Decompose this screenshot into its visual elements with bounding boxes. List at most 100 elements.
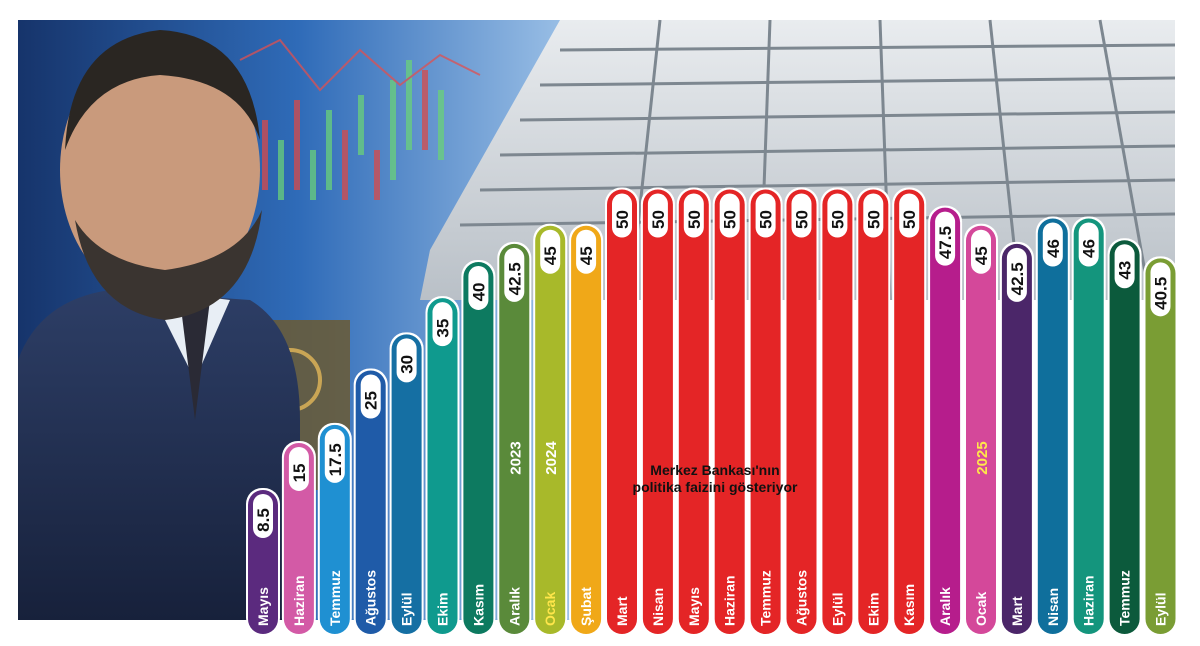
value-label: 46 [1044,239,1063,258]
bar-group: 50 Mayıs [676,187,711,635]
person-photo [18,30,300,620]
candlestick-decoration [239,38,481,200]
category-label: Ocak [973,592,989,626]
bar-group: 46 Haziran [1071,216,1106,634]
value-label: 50 [864,210,883,229]
bar-group: 43 Temmuz [1107,238,1142,634]
category-label: Temmuz [327,570,343,626]
bar-group: 40.5 Eylül [1143,256,1178,634]
value-tag [1114,244,1135,289]
bar-group: 50 Haziran [712,187,747,635]
category-label: Ekim [435,593,451,626]
category-label: Nisan [650,588,666,626]
bar-group: 15 Haziran [281,440,316,634]
bar [283,442,314,634]
value-tag [432,302,453,347]
category-label: Eylül [1153,593,1169,626]
value-tag [468,265,489,310]
value-label: 35 [434,319,453,338]
category-label: Temmuz [1117,570,1133,626]
value-tag [360,374,381,419]
bar [391,334,422,634]
bar [822,189,853,635]
bar [1037,218,1068,634]
category-label: Nisan [1045,588,1061,626]
value-tag [1150,262,1171,317]
value-tag [612,193,632,238]
value-tag [827,193,848,238]
value-tag [647,193,668,238]
bar [966,225,996,635]
category-label: Aralık [937,587,953,626]
category-label: Mayıs [686,587,702,626]
bar-group: 46 Nisan [1035,216,1070,634]
category-label: Aralık [506,587,522,626]
category-label: Mart [1009,596,1025,626]
category-label: Eylül [829,593,845,626]
bar [1145,258,1176,634]
bar-group: 50 Ağustos [784,187,819,635]
bar-group: 25 Ağustos [353,368,388,634]
category-label: Ekim [865,593,881,626]
value-tag [935,211,956,266]
bar-group: 50 Kasım [892,187,927,635]
bar [571,225,602,635]
bar-group: 45 Şubat [569,223,604,635]
bar [499,243,530,634]
bar-group: 8.5 Mayıs [246,488,280,634]
bar-group: 50 Temmuz [748,187,783,635]
bar [894,189,925,635]
value-label: 25 [362,391,381,410]
bar [463,261,494,634]
category-label: Haziran [291,575,307,626]
year-marker: 2023 [507,441,524,474]
bar-group: 35 Ekim [425,296,460,634]
category-label: Haziran [1081,575,1097,626]
category-label: Kasım [470,584,486,626]
value-tag [396,338,417,383]
bar [930,207,961,634]
bar [750,189,781,635]
value-label: 50 [900,210,919,229]
value-label: 42.5 [1008,262,1027,295]
bar-group: 42.5 Mart [999,241,1034,634]
value-label: 30 [398,355,417,374]
caption-line-2: politika faizini gösteriyor [632,479,798,495]
category-label: Haziran [722,575,738,626]
bar-group: 40 Kasım [461,259,496,634]
category-label: Temmuz [758,570,774,626]
value-tag [1042,222,1063,267]
value-tag [719,193,740,238]
bar-group: 30 Eylül [389,332,424,634]
value-tag [899,193,920,238]
value-label: 43 [1116,261,1135,280]
bar [678,189,709,635]
year-marker: 2024 [543,441,560,475]
value-label: 40.5 [1152,277,1171,310]
value-tag [253,494,273,538]
category-label: Mart [614,596,630,626]
value-tag [576,229,597,274]
value-tag [324,428,345,483]
value-label: 45 [577,246,596,265]
bar-group: 45 Ocak [533,223,568,635]
value-label: 45 [972,246,991,265]
bar [858,189,889,635]
bar [355,370,386,634]
bar-group: 50 Nisan [640,187,675,635]
bar-group: 47.5 Aralık [928,205,963,634]
bar-group: 50 Mart [605,187,639,635]
bar [714,189,745,635]
value-label: 45 [541,246,560,265]
bar-group: 45 Ocak [964,223,998,635]
bar [607,189,637,635]
bar [642,189,673,635]
category-label: Eylül [399,593,415,626]
category-label: Ocak [542,592,558,626]
value-tag [863,193,884,238]
bar-group: 50 Eylül [820,187,855,635]
bar [427,298,458,634]
